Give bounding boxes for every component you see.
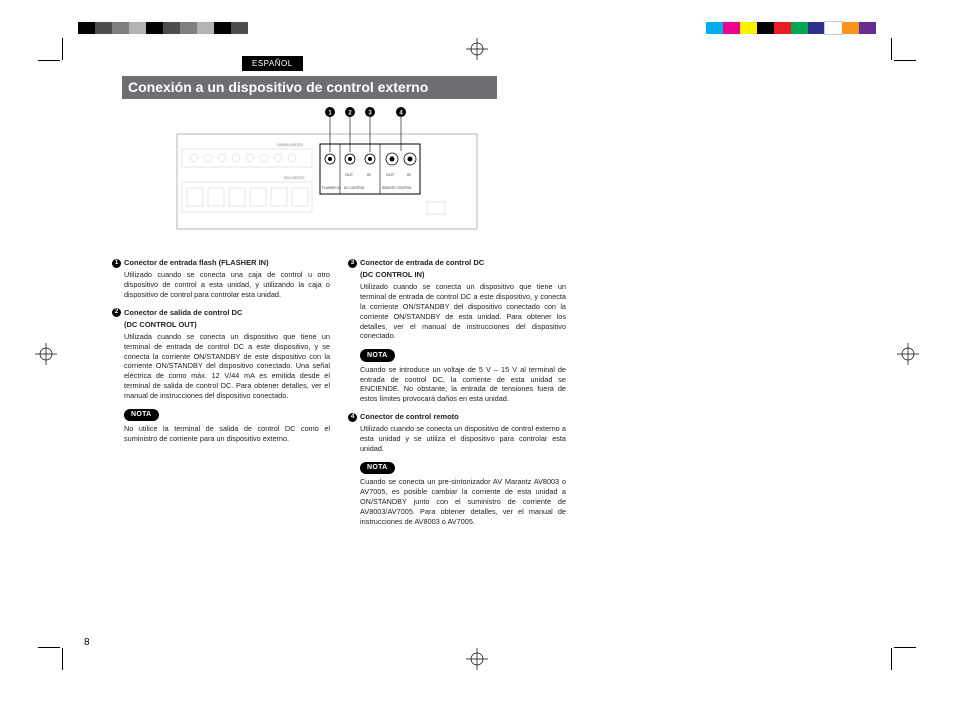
callout-3-icon: 3: [348, 259, 357, 268]
svg-text:OUT: OUT: [386, 173, 395, 177]
item3-title-text: Conector de entrada de control DC: [360, 258, 484, 268]
item4-title: 4 Conector de control remoto: [348, 412, 566, 422]
item4-title-text: Conector de control remoto: [360, 412, 459, 422]
item1-title: 1 Conector de entrada flash (FLASHER IN): [112, 258, 330, 268]
nota2-body-right: Cuando se conecta un pre-sintonizador AV…: [360, 477, 566, 526]
svg-text:IN: IN: [407, 173, 411, 177]
item1-body: Utilizado cuando se conecta una caja de …: [124, 270, 330, 300]
svg-text:UNBALANCED: UNBALANCED: [277, 143, 303, 147]
crop-mark: [894, 60, 916, 61]
colorbar-left: [78, 22, 248, 34]
svg-text:DC CONTROL: DC CONTROL: [344, 186, 365, 190]
item2-title: 2 Conector de salida de control DC: [112, 308, 330, 318]
nota1-body-right: Cuando se introduce un voltaje de 5 V – …: [360, 365, 566, 404]
callout-4-icon: 4: [348, 413, 357, 422]
left-column: 1 Conector de entrada flash (FLASHER IN)…: [112, 258, 330, 534]
registration-mark-right: [897, 343, 919, 365]
item3-title: 3 Conector de entrada de control DC: [348, 258, 566, 268]
page-number: 8: [84, 637, 90, 648]
svg-text:OUT: OUT: [345, 173, 354, 177]
callout-2-icon: 2: [112, 308, 121, 317]
nota-badge: NOTA: [360, 462, 395, 474]
crop-mark: [38, 647, 60, 648]
item3-subtitle: (DC CONTROL IN): [360, 270, 566, 280]
item1-title-text: Conector de entrada flash (FLASHER IN): [124, 258, 269, 268]
right-column: 3 Conector de entrada de control DC (DC …: [348, 258, 566, 534]
item2-title-text: Conector de salida de control DC: [124, 308, 242, 318]
crop-mark: [38, 60, 60, 61]
language-tab: ESPAÑOL: [242, 56, 303, 71]
text-columns: 1 Conector de entrada flash (FLASHER IN)…: [112, 258, 582, 534]
colorbar-right: [706, 22, 876, 34]
item3-body: Utilizado cuando se conecta un dispositi…: [360, 282, 566, 341]
crop-mark: [894, 647, 916, 648]
callout-1-icon: 1: [112, 259, 121, 268]
connection-diagram: UNBALANCED BALANCED: [172, 104, 482, 244]
page-content: ESPAÑOL Conexión a un dispositivo de con…: [62, 52, 892, 656]
svg-text:IN: IN: [367, 173, 371, 177]
item2-body: Utilizada cuando se conecta un dispositi…: [124, 332, 330, 401]
svg-text:FLASHER IN: FLASHER IN: [322, 186, 341, 190]
svg-text:BALANCED: BALANCED: [284, 176, 305, 180]
section-heading: Conexión a un dispositivo de control ext…: [122, 76, 497, 99]
nota-badge: NOTA: [124, 409, 159, 421]
svg-text:REMOTE CONTROL: REMOTE CONTROL: [382, 186, 412, 190]
nota-badge: NOTA: [360, 349, 395, 361]
item2-subtitle: (DC CONTROL OUT): [124, 320, 330, 330]
item4-body: Utilizado cuando se conecta un dispositi…: [360, 424, 566, 454]
nota-body-left: No utilice la terminal de salida de cont…: [124, 424, 330, 444]
registration-mark-left: [35, 343, 57, 365]
